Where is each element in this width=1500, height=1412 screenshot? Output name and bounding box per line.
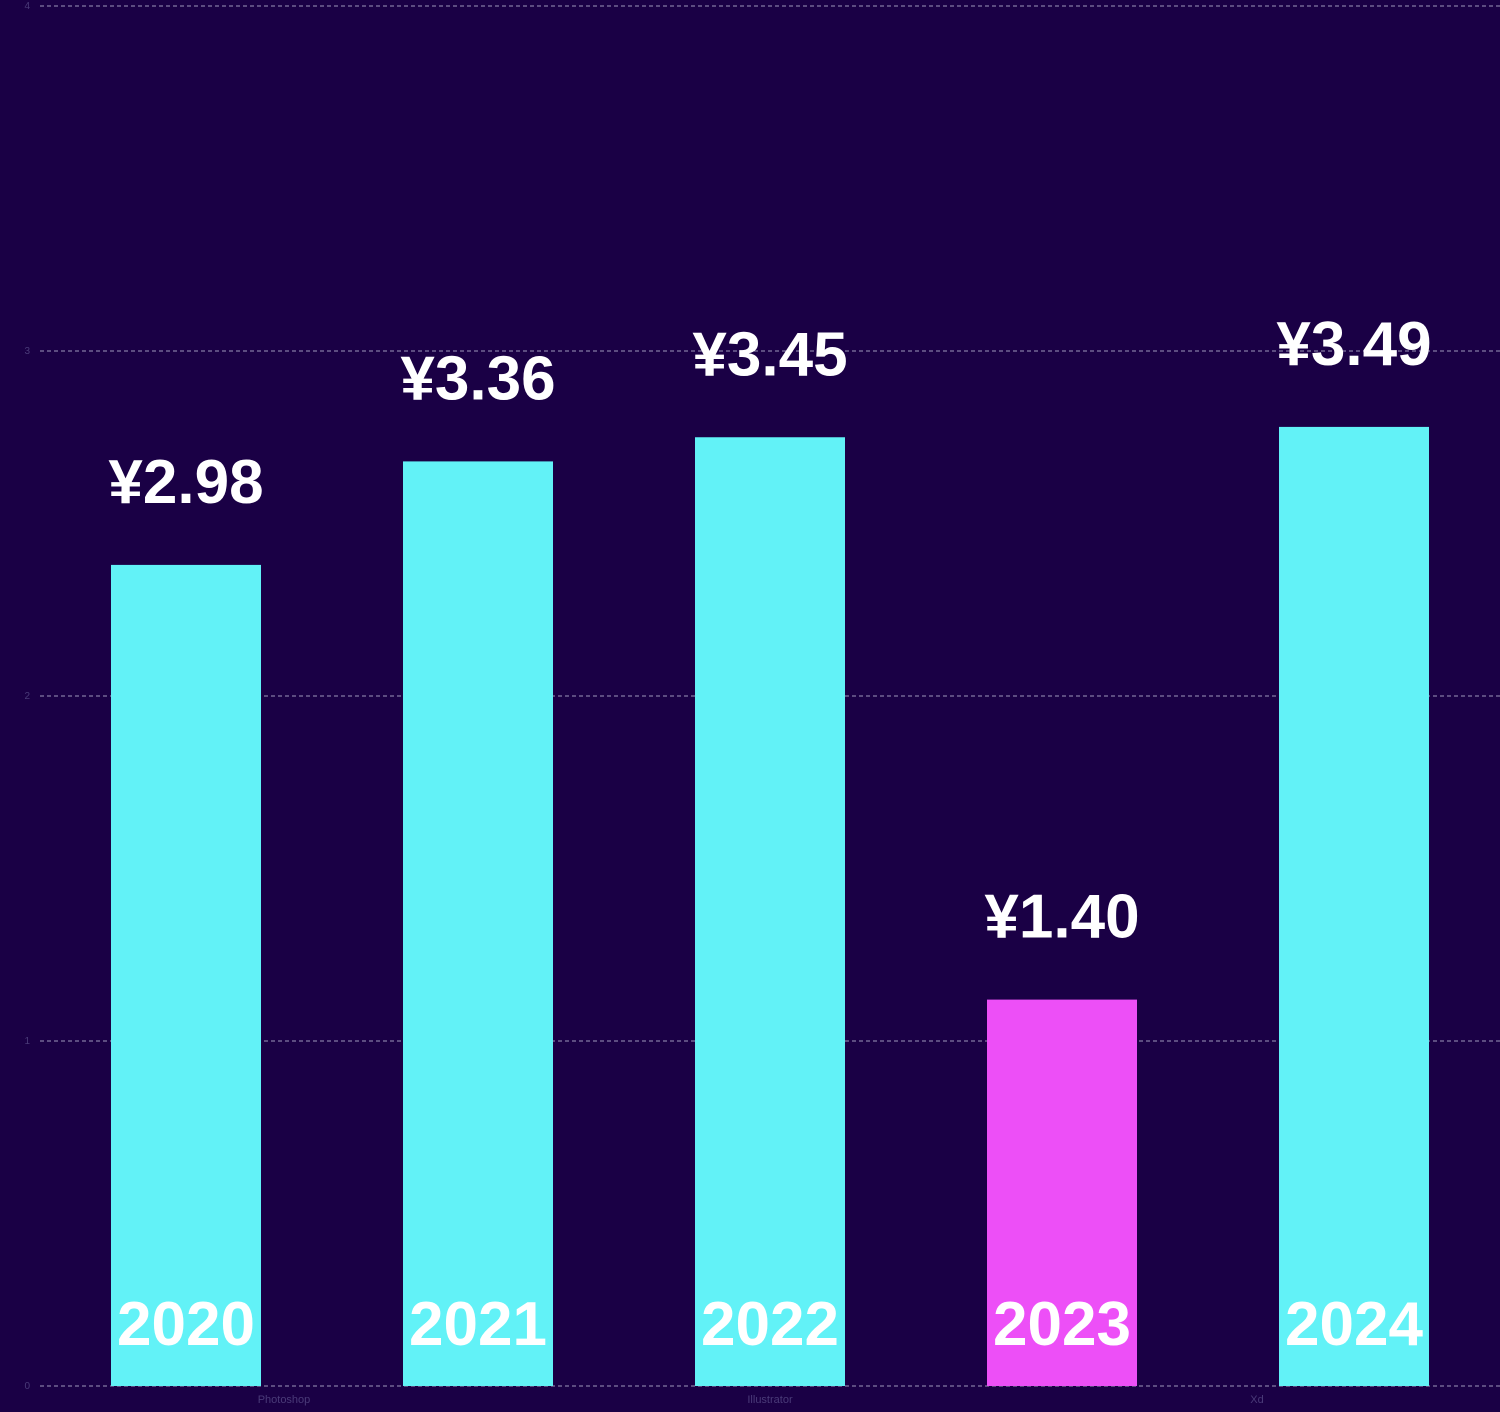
category-label: 2021 — [409, 1290, 547, 1359]
value-label: ¥1.40 — [984, 883, 1139, 952]
y-tick-label: 4 — [24, 1, 30, 12]
y-tick-label: 2 — [24, 691, 30, 702]
x-tick-label: Illustrator — [747, 1394, 793, 1406]
bar-2022 — [695, 437, 845, 1386]
value-label: ¥3.49 — [1276, 310, 1431, 379]
x-tick-label: Photoshop — [258, 1394, 311, 1406]
y-tick-label: 3 — [24, 346, 30, 357]
x-tick-label: Xd — [1250, 1394, 1263, 1406]
category-label: 2022 — [701, 1290, 839, 1359]
bar-2023 — [987, 999, 1137, 1386]
labels: ¥2.98 2020 ¥3.36 2021 ¥3.45 2022 ¥1.40 2023 ¥3.4… — [108, 310, 1431, 1406]
bar-2021 — [403, 461, 553, 1386]
category-label: 2023 — [993, 1290, 1131, 1359]
bars — [111, 426, 1429, 1386]
value-label: ¥3.36 — [400, 344, 555, 413]
category-label: 2020 — [117, 1290, 255, 1359]
y-tick-label: 0 — [24, 1381, 30, 1392]
value-label: ¥3.45 — [692, 320, 847, 389]
value-label: ¥2.98 — [108, 448, 263, 517]
y-tick-label: 1 — [24, 1036, 30, 1047]
bar-2020 — [111, 564, 261, 1386]
category-label: 2024 — [1285, 1290, 1423, 1359]
bar-2024 — [1279, 426, 1429, 1386]
